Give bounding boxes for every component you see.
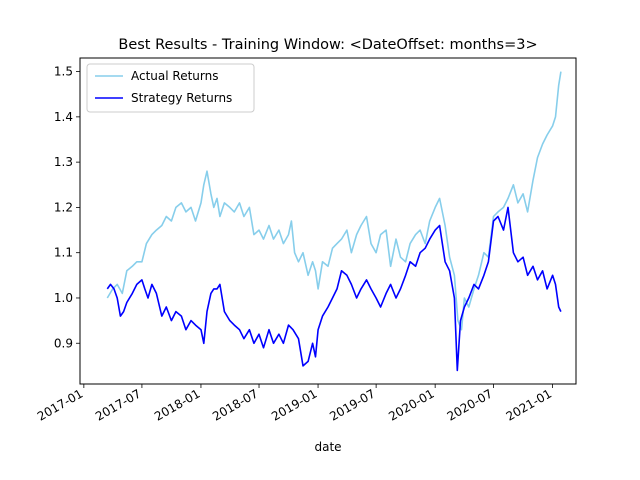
series-line-strategy-returns: [106, 206, 562, 372]
y-tick-label-1.4: 1.4: [54, 110, 73, 124]
chart-title: Best Results - Training Window: <DateOff…: [118, 37, 537, 53]
legend-label-actual-returns: Actual Returns: [131, 69, 218, 83]
y-tick-label-1.2: 1.2: [54, 200, 73, 214]
y-axis: 0.9 1.0 1.1 1.2 1.3 1.4 1.5: [54, 65, 80, 350]
y-tick-label-1.5: 1.5: [54, 65, 73, 79]
legend: Actual Returns Strategy Returns: [86, 63, 255, 113]
plot-frame: [79, 57, 577, 385]
legend-box: [86, 63, 255, 113]
y-tick-label-0.9: 0.9: [54, 336, 73, 350]
y-tick-label-1.1: 1.1: [54, 246, 73, 260]
y-tick-label-1.0: 1.0: [54, 291, 73, 305]
y-tick-label-1.3: 1.3: [54, 155, 73, 169]
series-line-actual-returns: [106, 71, 562, 331]
x-axis-label: date: [314, 440, 341, 454]
legend-label-strategy-returns: Strategy Returns: [131, 91, 232, 105]
series-layer: [106, 71, 562, 372]
